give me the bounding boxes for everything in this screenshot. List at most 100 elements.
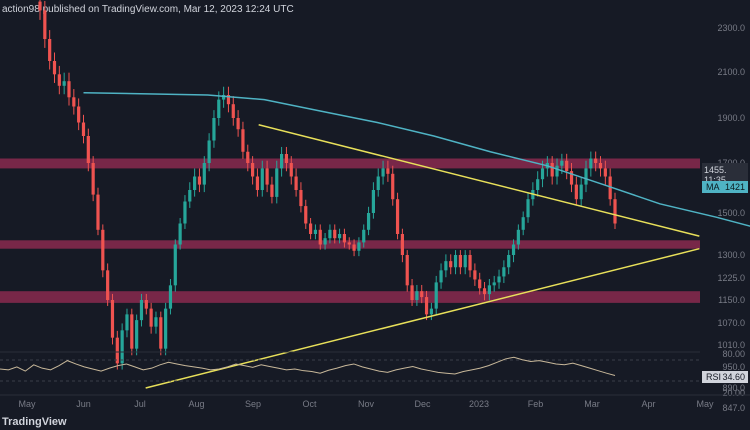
candle-body [366,213,371,230]
candle-body [434,282,438,309]
time-tick-label: Nov [358,399,375,409]
candle-body [91,163,95,195]
last-price-label: 1455. [704,165,727,175]
candle-body [222,95,226,100]
candle-body [318,229,322,245]
price-tick-label: 847.0 [722,403,745,413]
candle-body [608,176,612,200]
candle-body [279,154,284,169]
trendline [145,247,700,389]
candle-body [333,229,337,239]
candle-body [405,255,409,286]
candle-body [77,106,81,123]
candle-body [526,199,530,218]
candle-body [613,199,617,224]
candle-body [125,314,129,331]
trendline [258,124,700,237]
candle-body [168,285,173,309]
candle-body [521,217,525,230]
candle-body [197,176,202,185]
candle-body [294,176,298,190]
candle-body [313,229,318,234]
time-tick-label: Mar [584,399,600,409]
candle-body [251,163,255,177]
price-tick-label: 890.0 [722,383,745,393]
candle-body [565,160,569,172]
candle-body [337,234,342,239]
candle-body [110,300,115,338]
candle-body [579,184,583,200]
rsi-value-tag [702,371,748,383]
candle-body [120,330,124,364]
time-tick-label: Dec [414,399,431,409]
time-tick-label: Apr [641,399,655,409]
time-tick-label: Oct [302,399,317,409]
candle-body [265,168,269,185]
price-tick-label: 1010.0 [717,340,745,350]
candle-body [48,39,52,61]
candle-body [511,244,516,255]
candle-body [193,176,197,190]
candle-body [502,267,506,277]
candle-body [589,158,593,169]
candle-body [130,314,134,349]
time-tick-label: Jun [76,399,91,409]
candle-body [424,297,429,315]
candle-body [154,317,158,327]
candle-body [415,291,419,300]
chart-header: action98 published on TradingView.com, M… [2,4,294,15]
moving-average-line [83,91,750,227]
candle-body [449,261,453,268]
candle-body [492,282,496,286]
candle-body [173,244,177,286]
time-tick-label: May [18,399,36,409]
ma-value-tag [702,181,748,193]
candle-body [72,97,76,107]
tradingview-logo: TradingView [2,416,67,428]
time-tick-label: Feb [528,399,544,409]
candle-body [352,244,356,251]
candle-body [473,270,477,280]
candle-body [86,136,90,163]
candle-body [362,229,366,243]
candle-body [395,199,400,234]
candle-body [458,255,462,268]
price-tick-label: 1150.0 [718,295,745,305]
rsi-value: 34.60 [722,372,745,382]
candle-body [569,171,574,185]
candle-body [217,99,221,118]
candle-body [101,229,105,271]
support-resistance-zone [0,158,700,169]
time-tick-label: Jul [134,399,146,409]
candle-body [540,168,545,180]
candle-body [304,206,308,224]
rsi-tick-label: 20.00 [722,388,745,398]
candle-body [439,270,443,283]
candle-body [115,337,119,364]
time-tick-label: Sep [245,399,261,409]
price-tick-label: 1300.0 [717,250,745,260]
candle-body [62,81,66,86]
candle-body [555,165,559,177]
candle-body [207,140,211,163]
candle-body [386,168,390,174]
price-tick-label: 2300.0 [717,23,745,33]
candle-body [444,261,448,271]
candle-body [507,255,511,268]
time-tick-label: Aug [188,399,204,409]
candle-body [270,184,274,197]
candle-body [81,122,86,136]
candle-body [260,168,264,190]
candle-body [226,95,231,105]
candle-body [598,163,603,169]
candle-body [487,285,491,295]
candle-body [391,173,395,200]
candle-body [328,229,332,239]
candle-body [342,234,347,243]
candle-body [478,279,482,289]
candle-body [183,201,187,224]
rsi-tick-label: 80.00 [722,349,745,359]
candle-body [453,255,458,268]
last-time-label: 11:35 [704,175,726,185]
